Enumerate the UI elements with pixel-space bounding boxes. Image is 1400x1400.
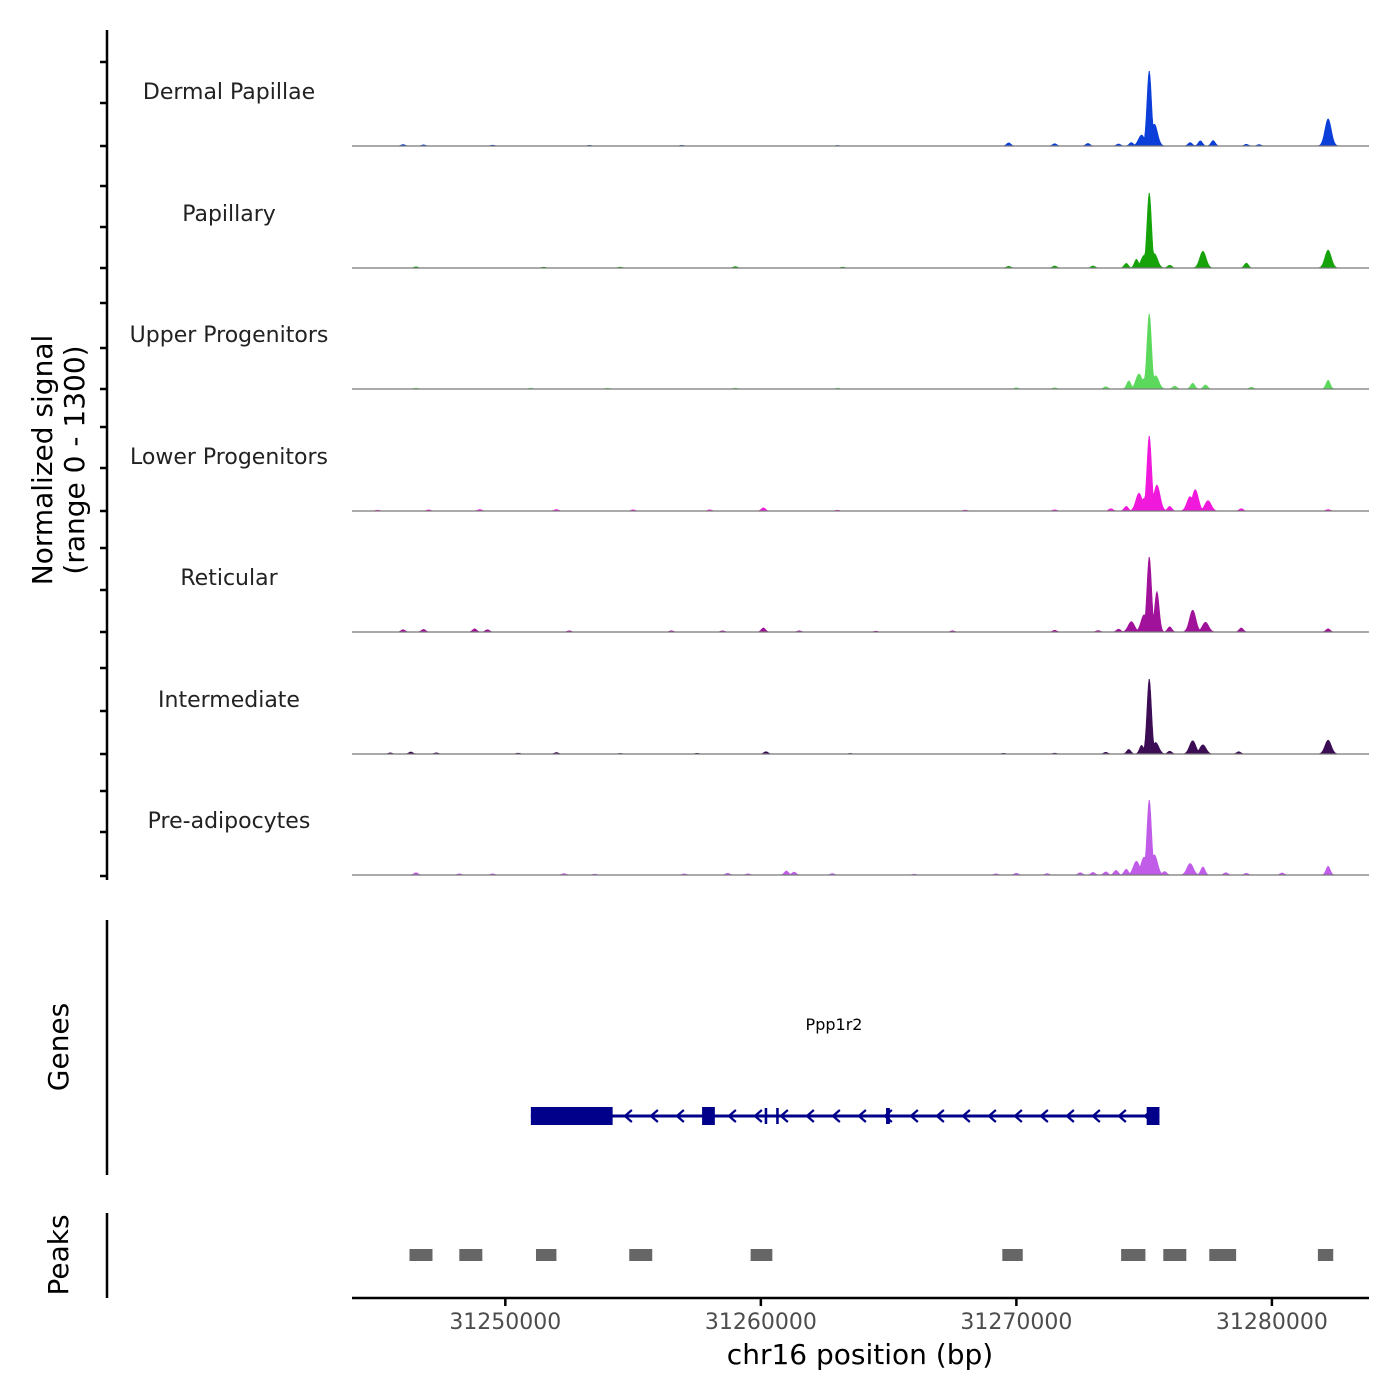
strand-arrow-5 <box>753 1109 763 1123</box>
gene-track <box>530 1107 1160 1125</box>
coverage-area <box>352 799 1369 876</box>
peak-region-2 <box>535 1249 557 1261</box>
coverage-area <box>352 192 1369 269</box>
strand-arrow-9 <box>857 1109 867 1123</box>
strand-arrow-12 <box>935 1109 945 1123</box>
strand-arrow-2 <box>675 1109 685 1123</box>
track-label: Reticular <box>180 566 278 591</box>
peak-region-4 <box>750 1249 773 1261</box>
x-tick-label-3: 31280000 <box>1216 1310 1328 1335</box>
x-axis-ticks: 31250000 31260000 31270000 31280000 <box>449 1298 1328 1335</box>
strand-arrow-19 <box>1117 1109 1127 1123</box>
track-lower-progenitors: Lower Progenitors <box>130 435 1369 512</box>
x-tick-label-1: 31260000 <box>705 1310 817 1335</box>
gene-exon-4 <box>886 1108 890 1124</box>
y-axis-title-line1: Normalized signal <box>26 335 59 586</box>
gene-exon-0 <box>530 1107 613 1125</box>
gene-exon-3 <box>776 1108 779 1124</box>
track-label: Intermediate <box>158 688 300 713</box>
strand-arrow-6 <box>779 1109 789 1123</box>
track-label: Papillary <box>182 202 276 227</box>
strand-arrow-7 <box>805 1109 815 1123</box>
x-tick-label-2: 31270000 <box>960 1310 1072 1335</box>
peak-region-0 <box>409 1249 433 1261</box>
track-label: Dermal Papillae <box>143 80 315 105</box>
gene-exon-1 <box>702 1107 715 1125</box>
peaks-track <box>409 1249 1334 1261</box>
x-tick-label-0: 31250000 <box>449 1310 561 1335</box>
peak-region-6 <box>1121 1249 1146 1261</box>
track-upper-progenitors: Upper Progenitors <box>130 313 1369 390</box>
peak-region-5 <box>1002 1249 1023 1261</box>
peak-region-3 <box>629 1249 653 1261</box>
strand-arrow-11 <box>909 1109 919 1123</box>
track-label: Lower Progenitors <box>130 445 328 470</box>
peak-region-7 <box>1163 1249 1187 1261</box>
strand-arrow-0 <box>623 1109 633 1123</box>
track-intermediate: Intermediate <box>158 678 1369 755</box>
track-papillary: Papillary <box>182 192 1369 269</box>
track-pre-adipocytes: Pre-adipocytes <box>148 799 1369 876</box>
strand-arrow-14 <box>987 1109 997 1123</box>
track-reticular: Reticular <box>180 556 1369 633</box>
strand-arrow-4 <box>727 1109 737 1123</box>
gene-exon-2 <box>764 1108 768 1124</box>
coverage-area <box>352 435 1369 512</box>
coverage-area <box>352 313 1369 390</box>
peak-region-8 <box>1209 1249 1237 1261</box>
gene-exon-5 <box>1146 1107 1160 1125</box>
coverage-tracks: Dermal Papillae Papillary Upper Progenitor… <box>130 70 1369 876</box>
y-axis-title-line2: (range 0 - 1300) <box>58 345 91 574</box>
strand-arrow-17 <box>1065 1109 1075 1123</box>
track-dermal-papillae: Dermal Papillae <box>143 70 1369 147</box>
strand-arrow-1 <box>649 1109 659 1123</box>
peak-region-9 <box>1317 1249 1334 1261</box>
strand-arrow-18 <box>1091 1109 1101 1123</box>
gene-name-label: Ppp1r2 <box>806 1015 863 1034</box>
track-label: Pre-adipocytes <box>148 809 311 834</box>
peaks-track-title: Peaks <box>42 1214 75 1295</box>
strand-arrow-13 <box>961 1109 971 1123</box>
strand-arrow-15 <box>1013 1109 1023 1123</box>
x-axis-title: chr16 position (bp) <box>727 1338 993 1371</box>
coverage-area <box>352 678 1369 755</box>
strand-arrow-16 <box>1039 1109 1049 1123</box>
coverage-area <box>352 70 1369 147</box>
peak-region-1 <box>459 1249 483 1261</box>
track-label: Upper Progenitors <box>130 323 329 348</box>
signal-y-axis-ticks <box>100 60 107 878</box>
strand-arrow-8 <box>831 1109 841 1123</box>
coverage-area <box>352 556 1369 633</box>
genes-track-title: Genes <box>42 1003 75 1091</box>
